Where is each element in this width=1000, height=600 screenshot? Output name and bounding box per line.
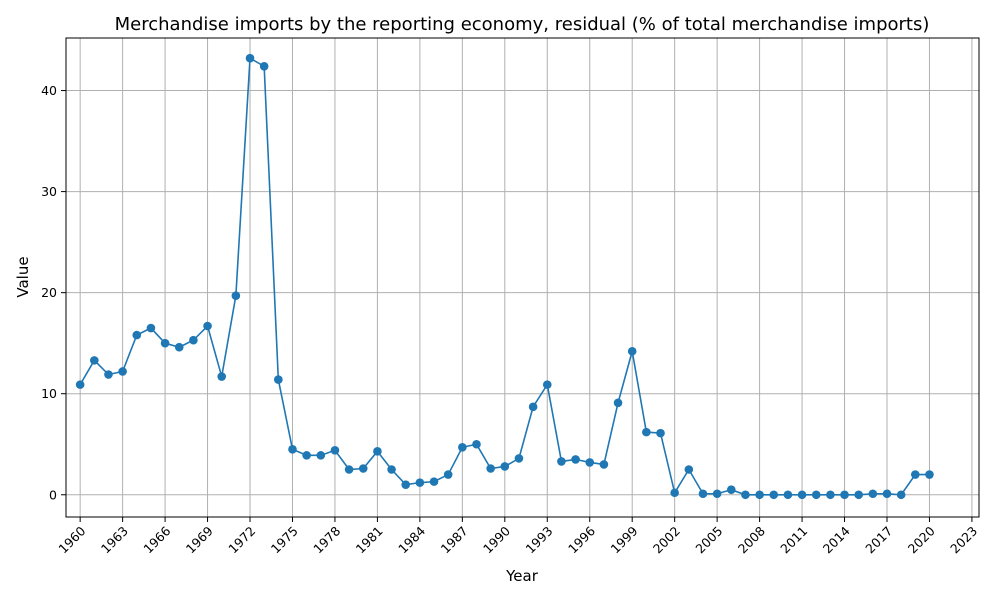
data-point — [925, 470, 934, 479]
data-point — [882, 489, 892, 499]
data-point — [401, 480, 411, 489]
data-point — [868, 489, 878, 499]
x-tick-label: 1993 — [523, 523, 556, 556]
data-point — [174, 342, 184, 352]
data-point — [415, 478, 425, 487]
y-axis-label: Value — [14, 256, 32, 297]
data-point — [288, 444, 297, 454]
data-points — [75, 53, 934, 500]
y-axis-ticks: 0 10 20 30 40 — [41, 83, 66, 502]
data-point — [670, 488, 679, 498]
data-point — [854, 490, 863, 500]
data-point — [557, 457, 566, 466]
data-point — [840, 490, 849, 500]
data-point — [571, 455, 580, 464]
data-point — [189, 335, 198, 345]
data-point — [585, 458, 595, 467]
data-point — [811, 490, 821, 500]
x-tick-label: 1972 — [225, 523, 258, 556]
data-point — [698, 489, 708, 499]
x-tick-label: 1978 — [310, 523, 343, 556]
x-tick-label: 2002 — [650, 523, 683, 556]
data-point — [783, 490, 793, 500]
x-tick-label: 1999 — [607, 523, 640, 556]
data-point — [826, 490, 835, 500]
x-tick-label: 2020 — [905, 523, 938, 556]
data-point — [500, 462, 510, 471]
y-tick-label: 30 — [41, 184, 57, 199]
data-point — [642, 427, 651, 437]
data-point — [656, 428, 665, 438]
x-tick-label: 2017 — [862, 523, 895, 556]
data-point — [358, 464, 368, 473]
data-point — [387, 465, 396, 474]
y-tick-label: 0 — [49, 487, 57, 502]
x-tick-label: 1987 — [438, 523, 471, 556]
y-tick-label: 10 — [41, 386, 57, 401]
data-point — [528, 402, 538, 412]
x-tick-label: 1969 — [183, 523, 216, 556]
x-tick-label: 1963 — [98, 523, 131, 556]
data-point — [486, 464, 495, 473]
data-point — [712, 489, 722, 499]
x-tick-label: 1990 — [480, 523, 513, 556]
data-point — [443, 470, 453, 479]
data-point — [231, 291, 241, 300]
data-point — [259, 61, 269, 71]
data-point — [911, 470, 920, 479]
y-tick-label: 40 — [41, 83, 57, 98]
data-point — [274, 375, 283, 384]
data-point — [429, 477, 439, 486]
data-point — [613, 398, 623, 408]
data-point — [373, 447, 382, 456]
data-point — [514, 454, 524, 463]
data-point — [75, 380, 85, 389]
data-point — [330, 446, 340, 455]
x-tick-label: 1966 — [140, 523, 173, 556]
data-point — [797, 490, 807, 500]
x-tick-label: 2008 — [735, 523, 768, 556]
data-point — [741, 490, 750, 500]
data-point — [627, 346, 637, 356]
chart-title: Merchandise imports by the reporting eco… — [115, 14, 930, 35]
x-tick-label: 1984 — [395, 523, 428, 556]
data-point — [599, 460, 609, 469]
x-tick-label: 1975 — [268, 523, 301, 556]
x-tick-label: 1996 — [565, 523, 598, 556]
data-point — [160, 338, 170, 348]
data-point — [472, 439, 481, 449]
data-point — [316, 451, 326, 460]
x-tick-label: 1960 — [55, 523, 88, 556]
data-point — [203, 321, 212, 331]
x-axis-label: Year — [505, 567, 539, 585]
data-point — [458, 442, 467, 452]
data-point — [90, 356, 99, 365]
data-point — [302, 451, 311, 460]
x-tick-label: 2023 — [947, 523, 980, 556]
data-point — [146, 323, 156, 333]
x-tick-label: 1981 — [353, 523, 386, 556]
data-point — [104, 370, 113, 379]
data-point — [726, 485, 736, 495]
data-point — [684, 465, 694, 474]
x-tick-label: 2014 — [820, 523, 853, 556]
data-point — [896, 490, 906, 500]
x-axis-ticks: 1960 1963 1966 1969 1972 1975 1978 1981 1984 1987… — [55, 517, 980, 556]
x-tick-label: 2011 — [777, 523, 810, 556]
x-tick-label: 2005 — [692, 523, 725, 556]
plot-frame — [65, 37, 980, 518]
data-point — [118, 367, 127, 376]
data-point — [132, 330, 142, 340]
data-point — [542, 380, 552, 389]
y-tick-label: 20 — [41, 285, 57, 300]
data-point — [245, 53, 255, 63]
data-point — [755, 490, 764, 500]
data-point — [217, 372, 227, 381]
data-point — [769, 490, 779, 500]
data-point — [344, 465, 354, 474]
